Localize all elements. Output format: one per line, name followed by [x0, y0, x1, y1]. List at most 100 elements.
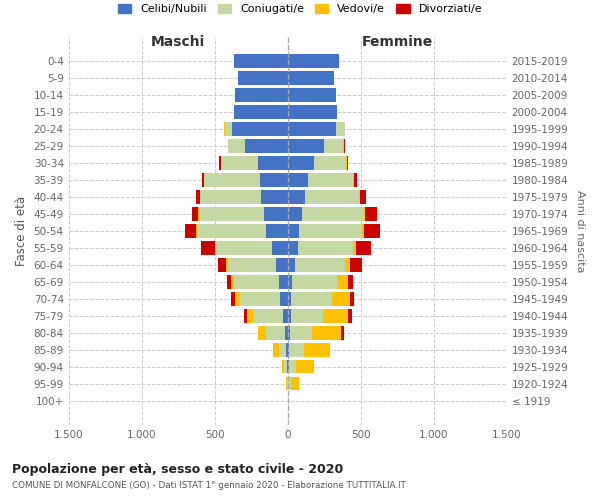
Bar [296, 360, 314, 374]
Bar [245, 140, 287, 152]
Legend: Celibi/Nubili, Coniugati/e, Vedovi/e, Divorziati/e: Celibi/Nubili, Coniugati/e, Vedovi/e, Di… [115, 0, 485, 18]
Bar [258, 326, 259, 340]
Bar [298, 242, 353, 254]
Bar [305, 190, 359, 203]
Bar [290, 326, 312, 340]
Bar [197, 224, 266, 237]
Bar [253, 310, 283, 322]
Bar [280, 292, 287, 306]
Bar [353, 174, 354, 186]
Bar [218, 258, 226, 272]
Bar [353, 242, 356, 254]
Bar [308, 174, 353, 186]
Bar [232, 122, 287, 136]
Bar [292, 377, 299, 390]
Bar [287, 106, 337, 118]
Bar [287, 122, 336, 136]
Bar [287, 242, 298, 254]
Bar [226, 258, 228, 272]
Bar [343, 140, 344, 152]
Bar [192, 208, 198, 220]
Bar [346, 156, 347, 170]
Bar [336, 122, 344, 136]
Bar [324, 140, 343, 152]
Bar [287, 88, 336, 102]
Bar [283, 310, 287, 322]
Bar [341, 326, 344, 340]
Bar [289, 360, 296, 374]
Bar [216, 242, 272, 254]
Bar [259, 156, 287, 170]
Bar [199, 208, 265, 220]
Y-axis label: Anni di nascita: Anni di nascita [575, 190, 585, 272]
Bar [266, 224, 287, 237]
Bar [284, 360, 287, 374]
Bar [287, 140, 324, 152]
Bar [219, 156, 221, 170]
Bar [198, 208, 199, 220]
Bar [295, 258, 344, 272]
Bar [356, 242, 371, 254]
Bar [279, 344, 286, 356]
Bar [205, 174, 260, 186]
Bar [344, 122, 346, 136]
Bar [350, 258, 362, 272]
Bar [196, 190, 200, 203]
Bar [360, 190, 366, 203]
Bar [276, 258, 287, 272]
Bar [247, 310, 253, 322]
Bar [260, 174, 287, 186]
Bar [344, 258, 350, 272]
Bar [287, 276, 292, 288]
Bar [287, 72, 334, 85]
Text: Maschi: Maschi [151, 35, 205, 49]
Bar [302, 208, 364, 220]
Bar [359, 190, 360, 203]
Bar [287, 156, 314, 170]
Bar [233, 106, 287, 118]
Bar [202, 174, 205, 186]
Bar [238, 72, 287, 85]
Text: Femmine: Femmine [362, 35, 433, 49]
Text: Popolazione per età, sesso e stato civile - 2020: Popolazione per età, sesso e stato civil… [12, 462, 343, 475]
Bar [235, 292, 239, 306]
Bar [287, 54, 339, 68]
Bar [287, 394, 289, 407]
Bar [200, 190, 262, 203]
Bar [287, 174, 308, 186]
Bar [231, 292, 235, 306]
Bar [228, 258, 276, 272]
Bar [365, 208, 377, 220]
Bar [350, 292, 354, 306]
Bar [287, 310, 290, 322]
Bar [354, 174, 357, 186]
Bar [292, 292, 332, 306]
Bar [362, 224, 364, 237]
Bar [287, 208, 302, 220]
Bar [287, 224, 299, 237]
Bar [225, 122, 232, 136]
Bar [244, 310, 247, 322]
Bar [287, 292, 292, 306]
Bar [282, 360, 284, 374]
Bar [364, 208, 365, 220]
Bar [290, 310, 323, 322]
Bar [299, 224, 362, 237]
Bar [364, 224, 380, 237]
Bar [347, 156, 348, 170]
Bar [233, 276, 279, 288]
Bar [285, 326, 287, 340]
Bar [224, 122, 225, 136]
Bar [279, 276, 287, 288]
Bar [289, 344, 304, 356]
Bar [239, 292, 280, 306]
Bar [287, 377, 289, 390]
Bar [201, 242, 215, 254]
Bar [221, 156, 259, 170]
Bar [332, 292, 350, 306]
Bar [347, 276, 353, 288]
Y-axis label: Fasce di età: Fasce di età [15, 196, 28, 266]
Bar [314, 156, 346, 170]
Bar [312, 326, 341, 340]
Bar [286, 377, 287, 390]
